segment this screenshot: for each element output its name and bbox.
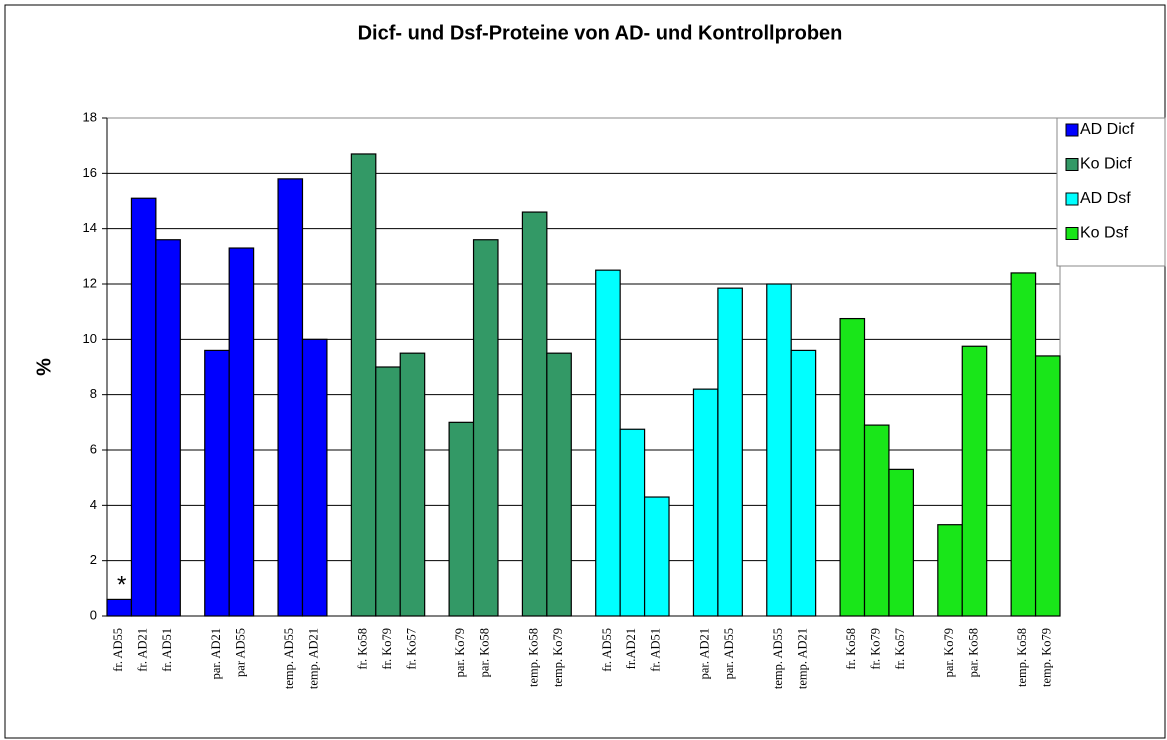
x-tick-label: par. Ko58 [966, 628, 980, 677]
bar [228, 247, 255, 617]
x-tick-label: fr. Ko79 [380, 628, 394, 670]
y-tick-label: 0 [90, 607, 97, 622]
bar [961, 345, 988, 617]
bar [399, 352, 426, 617]
x-tick-label: temp. Ko58 [1015, 628, 1029, 687]
bar [130, 197, 157, 617]
chart-title: Dicf- und Dsf-Proteine von AD- und Kontr… [358, 22, 843, 44]
bar [472, 239, 499, 617]
bar [863, 424, 890, 617]
bar [643, 496, 670, 617]
bar [790, 349, 817, 617]
y-tick-label: 12 [83, 275, 97, 290]
x-tick-label: temp. AD55 [282, 628, 296, 689]
bar [595, 269, 621, 617]
y-tick-label: 2 [90, 552, 97, 567]
bar [521, 211, 548, 617]
y-tick-label: 10 [83, 331, 97, 346]
x-tick-label: fr. AD55 [111, 628, 125, 672]
legend-swatch [1065, 227, 1079, 240]
x-tick-label: fr. AD51 [649, 628, 663, 672]
y-tick-label: 16 [83, 165, 97, 180]
x-tick-label: par. AD21 [209, 628, 223, 679]
bar [155, 239, 181, 617]
bar [204, 349, 230, 617]
x-tick-label: par. Ko79 [453, 628, 467, 677]
y-axis-label: % [33, 358, 55, 376]
bar [619, 428, 646, 617]
y-tick-label: 6 [90, 441, 97, 456]
legend-swatch [1065, 192, 1079, 206]
x-tick-label: par AD55 [233, 628, 247, 677]
x-tick-label: par. AD55 [722, 628, 736, 679]
bar [766, 283, 792, 617]
bar [106, 598, 133, 617]
bar [546, 352, 572, 617]
legend-swatch [1065, 158, 1079, 171]
legend-box [1056, 117, 1166, 267]
bar [448, 421, 475, 617]
x-tick-label: temp. AD21 [795, 628, 809, 689]
annotation: * [117, 571, 126, 598]
y-tick-label: 4 [90, 497, 97, 512]
x-tick-label: fr. Ko57 [404, 628, 418, 670]
bar [937, 524, 963, 617]
bar [717, 287, 743, 617]
bar [350, 153, 377, 617]
legend-label: AD Dicf [1080, 121, 1135, 138]
x-tick-label: temp. Ko79 [1040, 628, 1054, 687]
legend-label: Ko Dsf [1080, 225, 1129, 242]
x-tick-label: fr. AD55 [600, 628, 614, 672]
legend-label: AD Dsf [1080, 190, 1131, 207]
x-tick-label: fr. Ko58 [355, 628, 369, 670]
x-tick-label: fr. AD21 [136, 628, 150, 672]
y-tick-label: 14 [83, 220, 97, 235]
bar [888, 468, 914, 617]
bar [301, 338, 328, 617]
x-tick-label: temp. Ko79 [551, 628, 565, 687]
x-tick-label: fr. Ko57 [893, 628, 907, 670]
bar [839, 317, 866, 617]
bar [375, 366, 401, 617]
x-tick-label: fr. AD51 [160, 628, 174, 672]
legend-label: Ko Dicf [1080, 156, 1132, 173]
bar [277, 178, 304, 617]
bar [1034, 355, 1061, 617]
x-tick-label: par. Ko58 [478, 628, 492, 677]
x-tick-label: temp. Ko58 [527, 628, 541, 687]
x-tick-label: par. AD21 [698, 628, 712, 679]
x-tick-label: fr. Ko58 [844, 628, 858, 670]
x-tick-label: par. Ko79 [942, 628, 956, 677]
y-tick-label: 18 [83, 109, 97, 124]
legend-swatch [1065, 123, 1079, 137]
x-tick-label: fr. Ko79 [869, 628, 883, 670]
x-tick-label: temp. AD21 [307, 628, 321, 689]
x-tick-label: temp. AD55 [771, 628, 785, 689]
bar [1010, 272, 1037, 617]
x-tick-label: fr.AD21 [624, 628, 638, 669]
bar [692, 388, 719, 617]
y-tick-label: 8 [90, 386, 97, 401]
